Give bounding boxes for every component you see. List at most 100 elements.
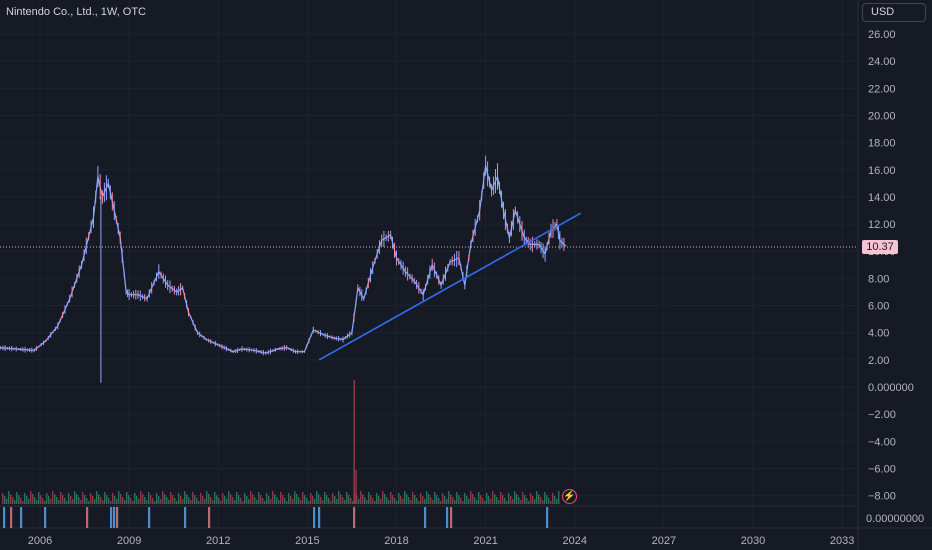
volume-bar [226, 499, 228, 504]
volume-bar [58, 500, 60, 504]
volume-bars [2, 380, 560, 504]
volume-bar [372, 498, 374, 504]
volume-bar [532, 496, 534, 504]
volume-bar [542, 500, 544, 504]
study-bar [113, 507, 116, 528]
trendline-segment [318, 212, 582, 361]
volume-bar [60, 492, 62, 504]
volume-bar [204, 499, 206, 504]
volume-bar [314, 499, 316, 504]
volume-bar [190, 500, 192, 504]
volume-bar [304, 495, 306, 504]
volume-bar [424, 499, 426, 504]
volume-bar [460, 498, 462, 504]
study-bar [110, 507, 113, 528]
time-tick-label: 2018 [384, 535, 408, 547]
volume-bar [332, 493, 334, 504]
volume-bar [124, 500, 126, 504]
time-tick-label: 2030 [741, 535, 765, 547]
volume-bar [342, 497, 344, 504]
volume-bar [348, 495, 350, 504]
volume-bar [48, 496, 50, 504]
volume-bar [340, 494, 342, 504]
time-axis[interactable]: 2006 2009 2012 2015 2018 2021 2024 2027 2030 2033 [28, 535, 855, 547]
time-tick-label: 2015 [295, 535, 319, 547]
price-tick-label: 8.00 [868, 273, 889, 285]
price-tick-label: 24.00 [868, 56, 896, 68]
time-tick-label: 2021 [473, 535, 497, 547]
volume-bar [218, 498, 220, 504]
price-axis[interactable]: 26.00 24.00 22.00 20.00 18.00 16.00 14.00 12.00… [866, 29, 924, 525]
volume-bar [552, 493, 554, 504]
price-tick-label: 0.000000 [868, 382, 914, 394]
volume-bar [134, 493, 136, 504]
volume-bar [428, 494, 430, 504]
volume-bar [448, 491, 450, 504]
volume-bar [14, 500, 16, 504]
volume-bar [18, 495, 20, 504]
volume-bar [6, 499, 8, 504]
volume-bar [390, 492, 392, 504]
volume-bar [118, 491, 120, 504]
time-tick-label: 2027 [652, 535, 676, 547]
volume-bar [320, 497, 322, 504]
lightning-icon[interactable]: ⚡ [562, 489, 577, 504]
volume-bar [258, 492, 260, 504]
volume-bar [160, 499, 162, 504]
volume-bar [496, 497, 498, 504]
volume-bar [50, 499, 52, 504]
volume-bar [184, 491, 186, 504]
volume-bar [244, 493, 246, 504]
volume-bar [446, 499, 448, 504]
volume-bar [206, 491, 208, 504]
volume-bar [470, 491, 472, 504]
volume-bar [404, 491, 406, 504]
volume-bar [132, 501, 134, 504]
study-bar [10, 507, 13, 528]
volume-bar [62, 495, 64, 504]
volume-bar [120, 494, 122, 504]
study-bar [313, 507, 316, 528]
volume-bar [406, 494, 408, 504]
volume-bar [322, 500, 324, 504]
currency-button[interactable]: USD [862, 3, 926, 22]
volume-bar [328, 498, 330, 504]
volume-bar [388, 500, 390, 504]
volume-bar [316, 491, 318, 504]
volume-bar [386, 497, 388, 504]
volume-bar [282, 495, 284, 504]
volume-bar [366, 500, 368, 504]
volume-bar [10, 494, 12, 504]
volume-bar [556, 499, 558, 504]
volume-bar [168, 500, 170, 504]
trendline[interactable] [318, 212, 582, 361]
volume-bar [140, 491, 142, 504]
volume-bar [96, 491, 98, 504]
volume-bar [100, 497, 102, 504]
study-bar [353, 507, 356, 528]
study-bar [318, 507, 321, 528]
volume-bar [426, 491, 428, 504]
volume-bar [84, 495, 86, 504]
volume-bar [164, 494, 166, 504]
volume-bar [270, 499, 272, 504]
volume-bar [480, 495, 482, 504]
price-tick-label: 16.00 [868, 165, 896, 177]
volume-bar [330, 501, 332, 504]
volume-bar [114, 496, 116, 504]
volume-bar [454, 500, 456, 504]
volume-bar [72, 499, 74, 504]
volume-bar [362, 494, 364, 504]
volume-bar [396, 501, 398, 504]
volume-bar [458, 495, 460, 504]
volume-bar [418, 501, 420, 504]
volume-bar [380, 499, 382, 504]
volume-bar [500, 492, 502, 504]
volume-bar [474, 497, 476, 504]
volume-bar [260, 495, 262, 504]
volume-bar [12, 497, 14, 504]
volume-bar [216, 495, 218, 504]
volume-bar [20, 498, 22, 504]
volume-bar [262, 498, 264, 504]
